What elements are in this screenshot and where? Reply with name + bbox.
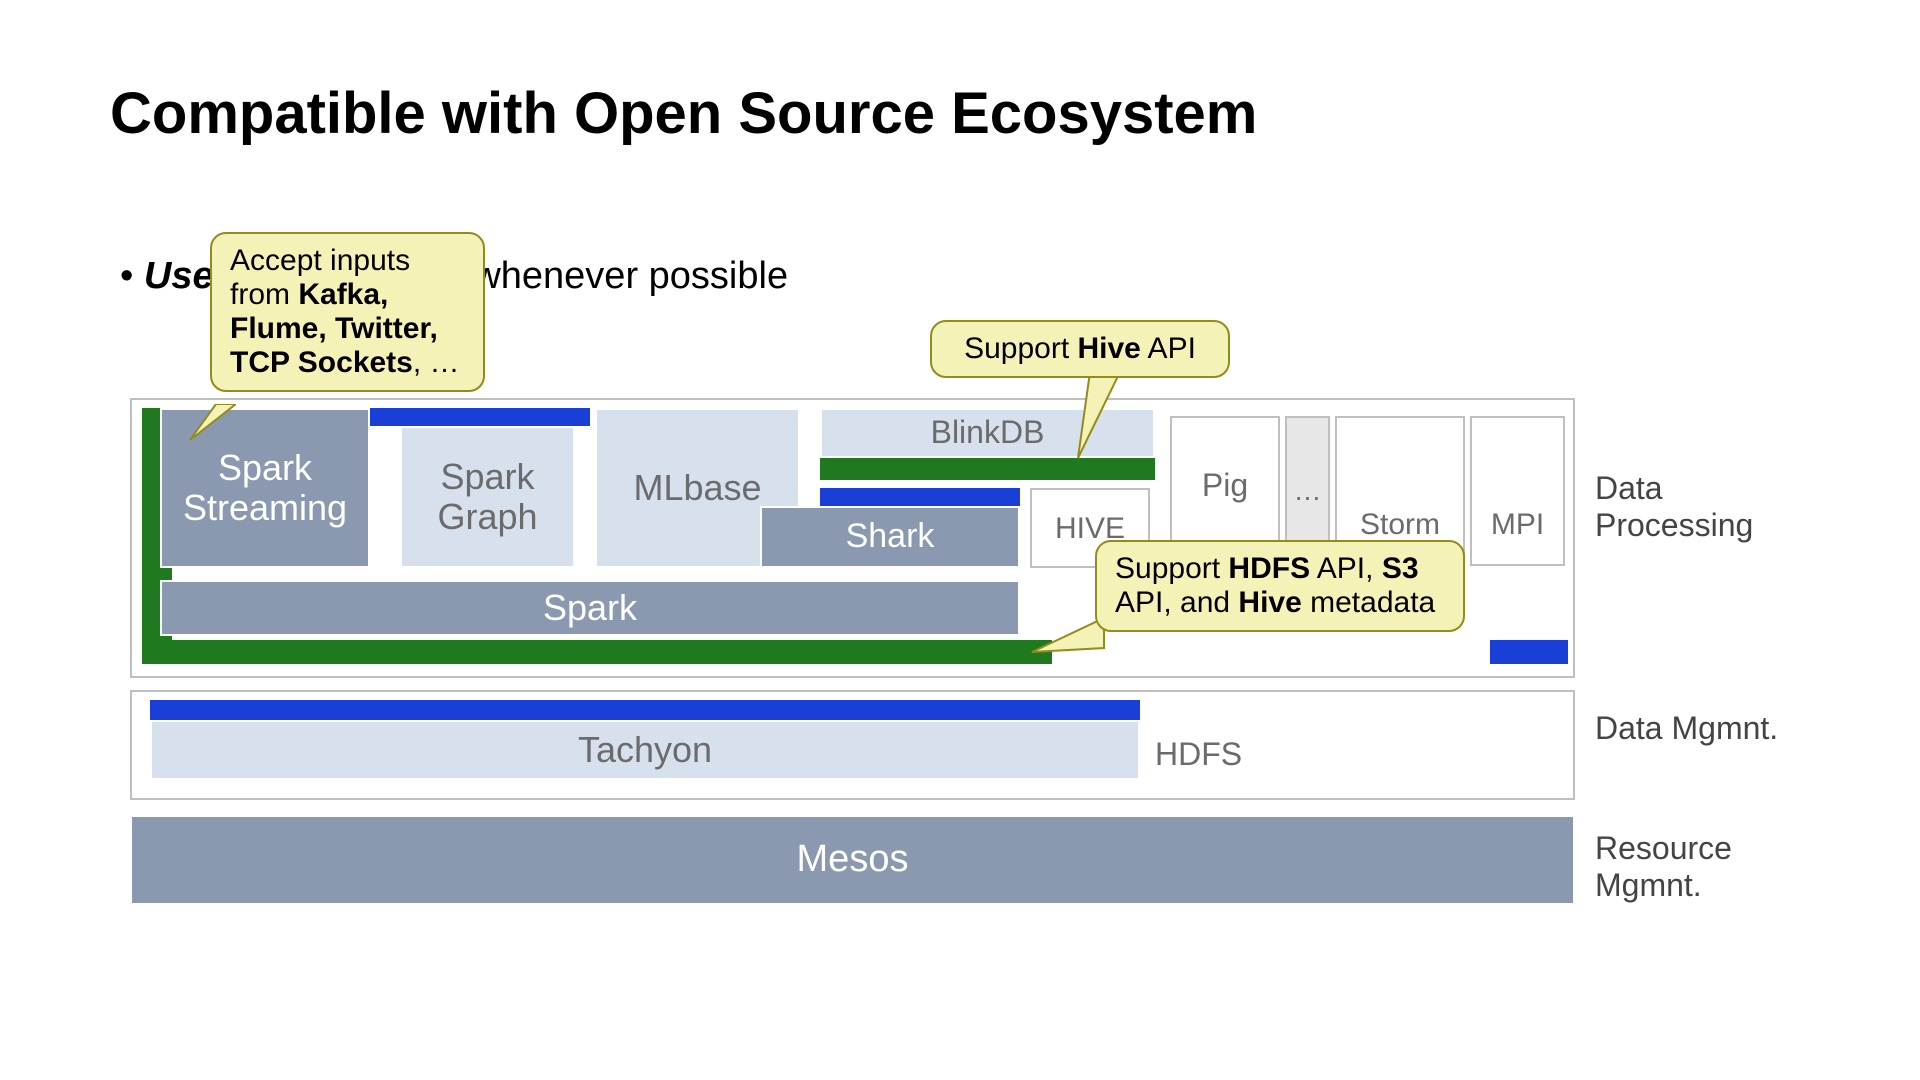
callout-hdfs-api: Support HDFS API, S3 API, and Hive metad… (1095, 540, 1465, 632)
label-resource-mgmnt: Resource Mgmnt. (1595, 830, 1815, 904)
box-mpi: MPI (1470, 416, 1565, 566)
blue-above-shark (820, 488, 1020, 506)
callout-kafka: Accept inputs from Kafka, Flume, Twitter… (210, 232, 485, 392)
box-mesos: Mesos (130, 815, 1575, 905)
label-data-mgmnt: Data Mgmnt. (1595, 710, 1815, 747)
green-under-spark (142, 640, 1052, 664)
blue-strip-right (1490, 640, 1568, 664)
callout-hive-api: Support Hive API (930, 320, 1230, 378)
bullet-prefix: Use (144, 255, 214, 297)
blue-strip-top (370, 408, 590, 426)
box-spark-graph: Spark Graph (400, 426, 575, 568)
box-spark: Spark (160, 580, 1020, 636)
box-hdfs: HDFS (1155, 730, 1355, 780)
box-tachyon: Tachyon (150, 720, 1140, 780)
slide: Compatible with Open Source Ecosystem • … (0, 0, 1920, 1080)
label-data-processing: Data Processing (1595, 470, 1815, 544)
blue-above-tachyon (150, 700, 1140, 720)
callout-hive-tail (1070, 372, 1130, 462)
slide-title: Compatible with Open Source Ecosystem (110, 80, 1257, 147)
callout-kafka-tail (186, 404, 236, 444)
box-shark: Shark (760, 506, 1020, 568)
